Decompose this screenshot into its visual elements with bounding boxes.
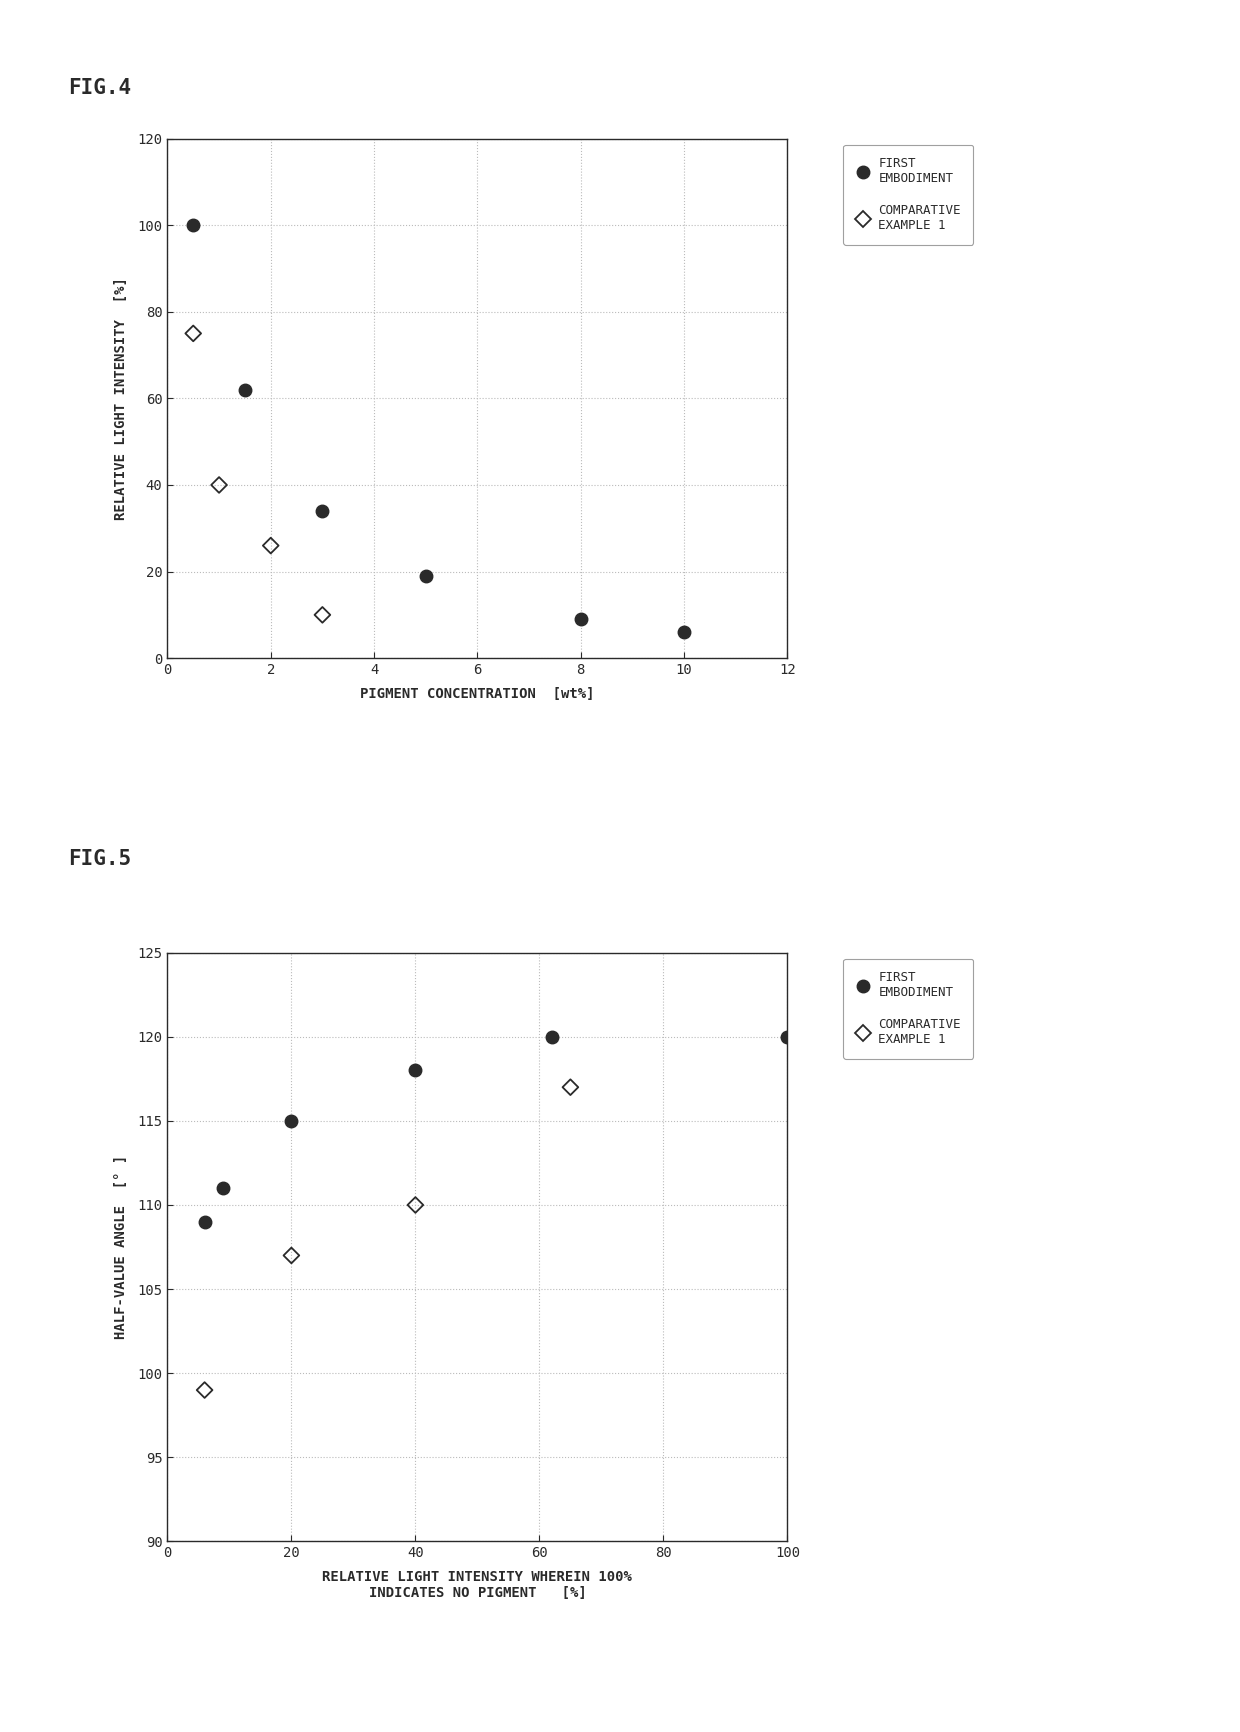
Point [405, 1192, 425, 1219]
Point [195, 1207, 215, 1235]
Point [260, 532, 280, 559]
Legend: FIRST
EMBODIMENT, COMPARATIVE
EXAMPLE 1: FIRST EMBODIMENT, COMPARATIVE EXAMPLE 1 [843, 145, 973, 244]
Point [236, 376, 255, 404]
Point [312, 497, 332, 525]
Text: FIG.4: FIG.4 [68, 78, 131, 99]
Text: FIG.5: FIG.5 [68, 849, 131, 869]
Y-axis label: HALF-VALUE ANGLE  [° ]: HALF-VALUE ANGLE [° ] [114, 1155, 128, 1339]
Point [570, 606, 590, 634]
Point [312, 601, 332, 629]
X-axis label: PIGMENT CONCENTRATION  [wt%]: PIGMENT CONCENTRATION [wt%] [360, 688, 595, 701]
Point [405, 1057, 425, 1084]
X-axis label: RELATIVE LIGHT INTENSITY WHEREIN 100%
INDICATES NO PIGMENT   [%]: RELATIVE LIGHT INTENSITY WHEREIN 100% IN… [322, 1571, 632, 1600]
Point [281, 1242, 301, 1270]
Point [542, 1024, 562, 1051]
Point [195, 1377, 215, 1405]
Point [281, 1107, 301, 1134]
Point [560, 1074, 580, 1102]
Point [184, 211, 203, 239]
Point [210, 471, 229, 499]
Point [213, 1174, 233, 1202]
Point [675, 618, 694, 646]
Point [777, 1024, 797, 1051]
Point [415, 561, 435, 589]
Point [184, 320, 203, 348]
Legend: FIRST
EMBODIMENT, COMPARATIVE
EXAMPLE 1: FIRST EMBODIMENT, COMPARATIVE EXAMPLE 1 [843, 960, 973, 1058]
Y-axis label: RELATIVE LIGHT INTENSITY  [%]: RELATIVE LIGHT INTENSITY [%] [114, 277, 128, 520]
